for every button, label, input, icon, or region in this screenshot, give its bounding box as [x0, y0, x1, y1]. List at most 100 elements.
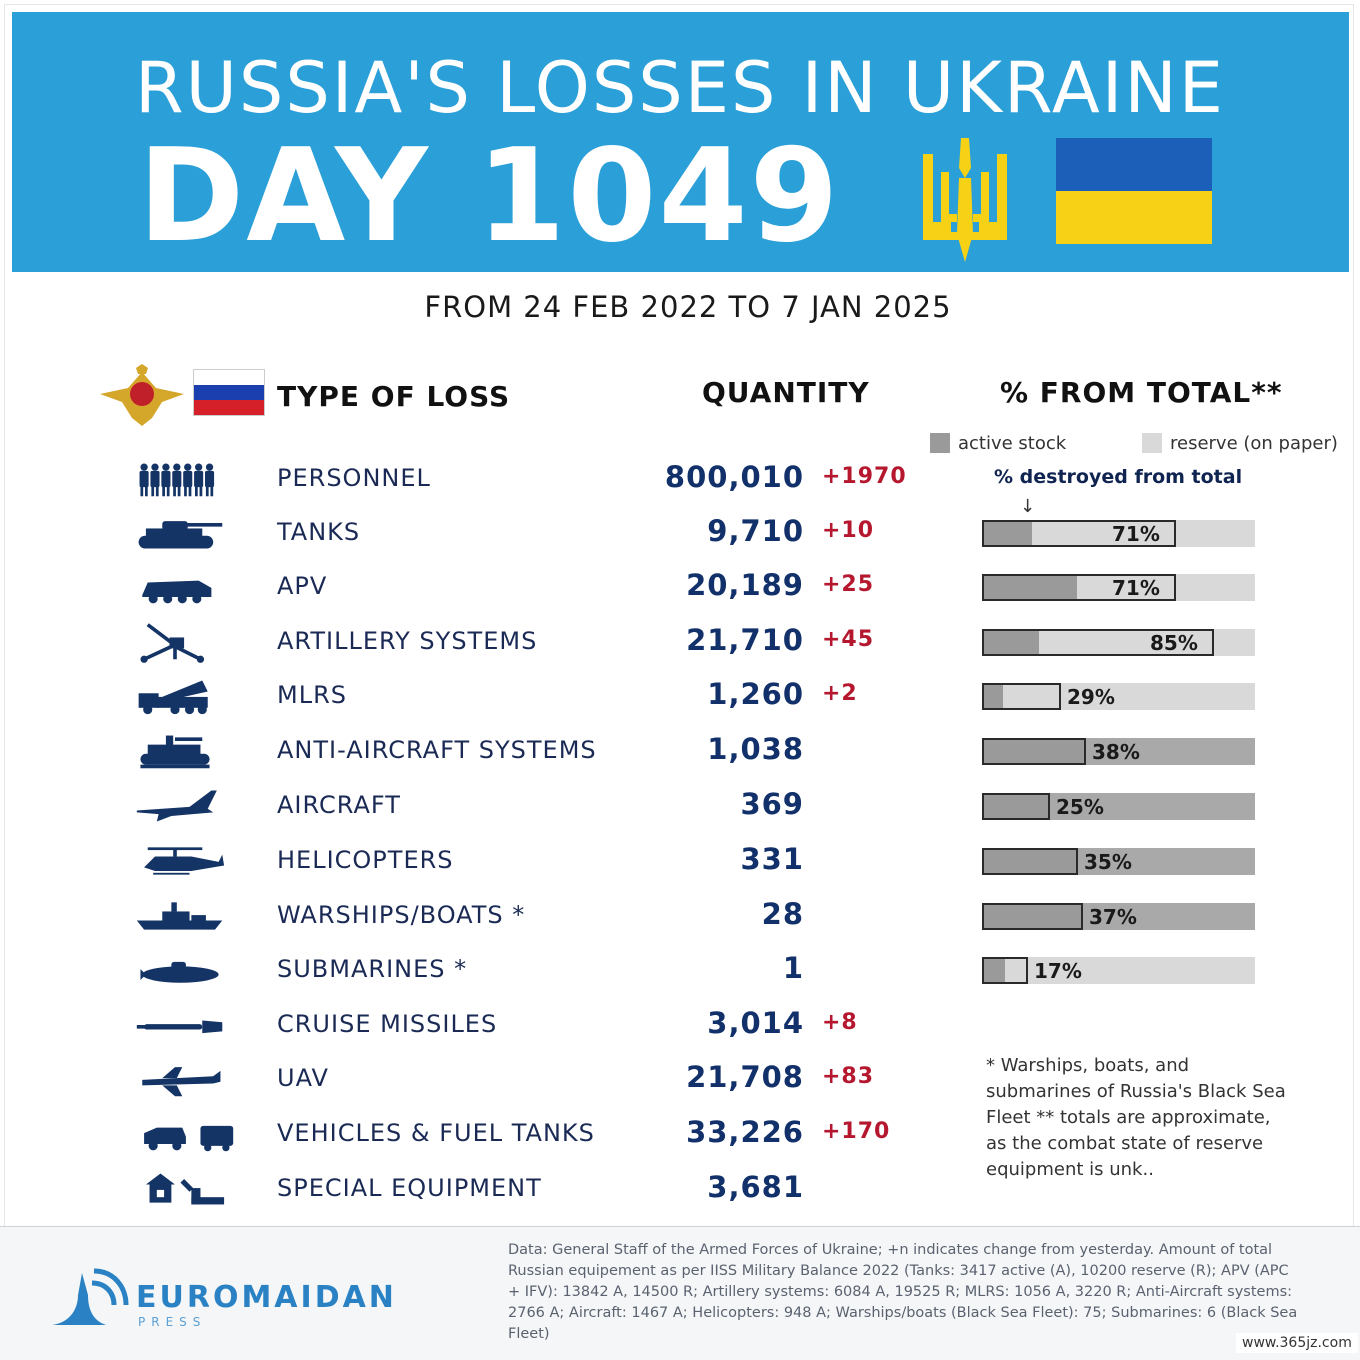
eagle-emblem-icon — [100, 364, 184, 426]
soldiers-icon — [139, 463, 215, 497]
destroyed-legend: % destroyed from total — [994, 466, 1243, 488]
active-stock-portion — [984, 685, 1003, 708]
brand-name: EUROMAIDAN — [136, 1280, 397, 1315]
loss-quantity: 1 — [782, 951, 804, 985]
loss-type-label: WARSHIPS/BOATS * — [277, 901, 526, 929]
percent-label: 17% — [1034, 959, 1082, 983]
euromaidan-logo-icon — [52, 1268, 129, 1325]
loss-type-label: CRUISE MISSILES — [277, 1010, 498, 1038]
table-row: SPECIAL EQUIPMENT 3,681 — [0, 1162, 1360, 1216]
apv-icon — [142, 580, 212, 604]
uav-icon — [142, 1067, 221, 1097]
loss-quantity: 369 — [740, 787, 804, 821]
daily-change: +8 — [822, 1010, 858, 1035]
reserve-label: reserve (on paper) — [1170, 433, 1338, 454]
mlrs-icon — [138, 680, 208, 715]
loss-type-label: VEHICLES & FUEL TANKS — [277, 1119, 595, 1147]
footer-divider — [0, 1226, 1360, 1227]
loss-quantity: 331 — [740, 842, 804, 876]
loss-quantity: 21,710 — [686, 623, 804, 657]
percent-bar: 85% — [982, 629, 1255, 656]
percent-header: % FROM TOTAL** — [1000, 376, 1283, 409]
percent-bar: 37% — [982, 903, 1255, 930]
watermark-link[interactable]: www.365jz.com — [1236, 1333, 1358, 1353]
submarine-icon — [140, 961, 219, 983]
percent-bar: 35% — [982, 848, 1255, 875]
percent-bar: 25% — [982, 793, 1255, 820]
daily-change: +170 — [822, 1119, 891, 1144]
down-arrow-icon: ↓ — [1020, 496, 1036, 517]
data-source-note: Data: General Staff of the Armed Forces … — [508, 1242, 1298, 1342]
percent-label: 71% — [1112, 576, 1160, 600]
percent-label: 25% — [1056, 795, 1104, 819]
daily-change: +25 — [822, 572, 875, 597]
cruise-missile-icon — [136, 1020, 223, 1034]
table-row: PERSONNEL 800,010 +1970 — [0, 452, 1360, 506]
aircraft-icon — [136, 790, 217, 822]
percent-label: 71% — [1112, 522, 1160, 546]
percent-bar: 71% — [982, 574, 1255, 601]
table-row: APV 20,189 +25 71% — [0, 560, 1360, 614]
loss-quantity: 800,010 — [664, 460, 804, 494]
reserve-portion — [1003, 685, 1059, 708]
loss-quantity: 9,710 — [707, 514, 804, 548]
daily-change: +83 — [822, 1064, 875, 1089]
reserve-portion — [1005, 959, 1026, 982]
active-stock-portion — [984, 959, 1005, 982]
daily-change: +45 — [822, 627, 875, 652]
loss-type-label: AIRCRAFT — [277, 791, 401, 819]
active-stock-portion — [984, 631, 1039, 654]
active-stock-swatch — [930, 433, 950, 453]
reserve-portion — [1077, 576, 1174, 599]
active-stock-portion — [984, 795, 1048, 818]
table-row: HELICOPTERS 331 35% — [0, 834, 1360, 888]
vehicles-icon — [144, 1125, 234, 1152]
footnotes: * Warships, boats, and submarines of Rus… — [986, 1055, 1286, 1180]
percent-label: 85% — [1150, 631, 1198, 655]
table-row: CRUISE MISSILES 3,014 +8 — [0, 998, 1360, 1052]
reserve-portion — [1039, 631, 1212, 654]
percent-label: 35% — [1084, 850, 1132, 874]
loss-quantity: 20,189 — [686, 568, 804, 602]
anti-aircraft-icon — [140, 735, 210, 769]
percent-bar: 17% — [982, 957, 1255, 984]
daily-change: +2 — [822, 681, 858, 706]
loss-quantity: 3,681 — [707, 1170, 804, 1204]
loss-type-label: PERSONNEL — [277, 464, 431, 492]
brand-subtitle: PRESS — [138, 1315, 207, 1329]
table-row: VEHICLES & FUEL TANKS 33,226 +170 — [0, 1107, 1360, 1161]
active-stock-portion — [984, 740, 1084, 763]
percent-label: 38% — [1092, 740, 1140, 764]
trident-icon — [923, 138, 1007, 262]
table-row: UAV 21,708 +83 — [0, 1052, 1360, 1106]
destroyed-portion — [982, 520, 1176, 547]
loss-type-label: ARTILLERY SYSTEMS — [277, 627, 538, 655]
percent-bar: 38% — [982, 738, 1255, 765]
loss-quantity: 3,014 — [707, 1006, 804, 1040]
loss-quantity: 28 — [761, 897, 804, 931]
active-stock-portion — [984, 850, 1076, 873]
reserve-swatch — [1142, 433, 1162, 453]
percent-bar: 29% — [982, 683, 1255, 710]
loss-quantity: 1,260 — [707, 677, 804, 711]
loss-quantity: 21,708 — [686, 1060, 804, 1094]
destroyed-portion — [982, 738, 1086, 765]
loss-type-label: MLRS — [277, 681, 347, 709]
footer — [0, 1227, 1360, 1360]
loss-type-label: UAV — [277, 1064, 329, 1092]
daily-change: +10 — [822, 518, 875, 543]
date-range: FROM 24 FEB 2022 TO 7 JAN 2025 — [424, 290, 952, 324]
active-stock-portion — [984, 576, 1077, 599]
table-row: ARTILLERY SYSTEMS 21,710 +45 85% — [0, 615, 1360, 669]
type-of-loss-header: TYPE OF LOSS — [277, 380, 511, 413]
table-row: ANTI-AIRCRAFT SYSTEMS 1,038 38% — [0, 724, 1360, 778]
daily-change: +1970 — [822, 464, 907, 489]
reserve-portion — [1032, 522, 1174, 545]
destroyed-portion — [982, 793, 1050, 820]
loss-type-label: SPECIAL EQUIPMENT — [277, 1174, 542, 1202]
helicopter-icon — [144, 847, 225, 875]
table-row: MLRS 1,260 +2 29% — [0, 669, 1360, 723]
day-counter: DAY 1049 — [138, 122, 841, 271]
loss-type-label: ANTI-AIRCRAFT SYSTEMS — [277, 736, 597, 764]
destroyed-portion — [982, 848, 1078, 875]
